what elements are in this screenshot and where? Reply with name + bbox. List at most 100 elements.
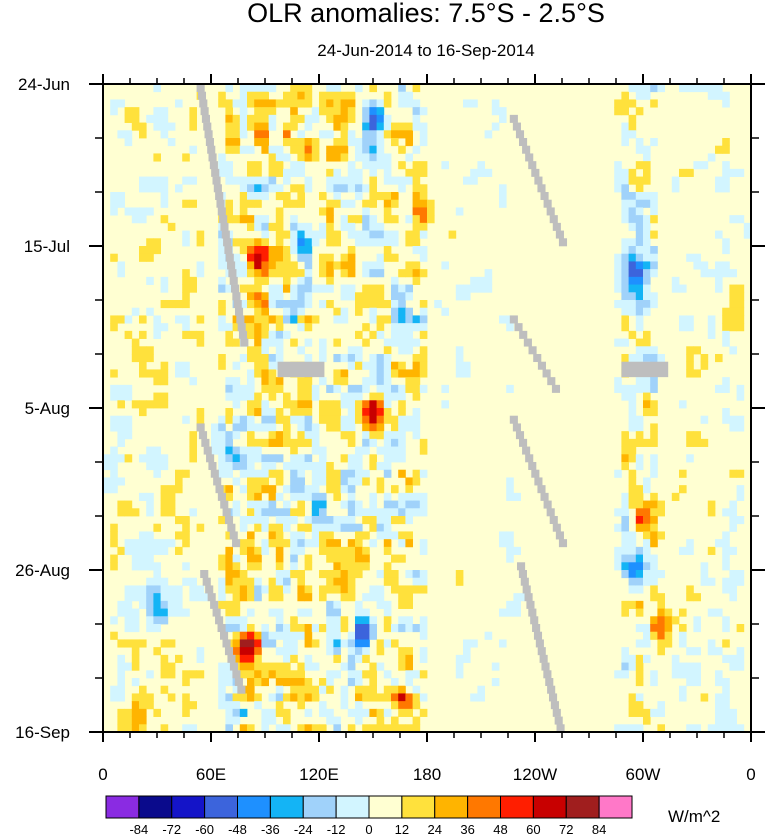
heatmap-cell <box>160 462 169 471</box>
heatmap-cell <box>729 724 737 733</box>
heatmap-cell <box>455 361 464 370</box>
heatmap-cell <box>347 107 356 116</box>
heatmap-cell <box>326 176 334 185</box>
heatmap-cell <box>398 431 406 440</box>
heatmap-cell <box>333 176 341 185</box>
heatmap-cell <box>671 284 680 293</box>
heatmap-cell <box>347 253 356 262</box>
heatmap-cell <box>218 585 226 594</box>
heatmap-cell <box>376 114 385 123</box>
heatmap-cell <box>268 168 277 177</box>
heatmap-cell <box>376 415 385 424</box>
heatmap-cell <box>369 392 377 401</box>
heatmap-cell <box>362 446 370 455</box>
heatmap-cell <box>419 708 428 717</box>
heatmap-cell <box>326 91 334 100</box>
heatmap-cell <box>153 708 161 717</box>
heatmap-cell <box>333 199 341 208</box>
heatmap-cell <box>182 693 190 702</box>
heatmap-cell <box>376 284 385 293</box>
heatmap-cell <box>275 192 284 201</box>
heatmap-cell <box>391 500 399 509</box>
heatmap-cell <box>355 562 363 571</box>
heatmap-cell <box>419 269 428 278</box>
heatmap-cell <box>261 485 269 494</box>
heatmap-cell <box>247 724 255 733</box>
heatmap-cell <box>290 539 298 548</box>
heatmap-cell <box>146 562 154 571</box>
heatmap-cell <box>398 600 406 609</box>
heatmap-cell <box>369 222 377 231</box>
missing-data-cell <box>533 631 543 640</box>
heatmap-cell <box>146 253 154 262</box>
missing-data-cell <box>203 446 212 455</box>
heatmap-cell <box>283 199 291 208</box>
heatmap-cell <box>304 654 313 663</box>
y-tick-label: 26-Aug <box>15 561 70 580</box>
heatmap-cell <box>391 693 399 702</box>
heatmap-cell <box>369 361 377 370</box>
heatmap-cell <box>211 446 219 455</box>
heatmap-cell <box>679 84 687 93</box>
heatmap-cell <box>650 531 658 540</box>
heatmap-cell <box>412 176 421 185</box>
heatmap-cell <box>355 469 363 478</box>
heatmap-cell <box>275 631 284 640</box>
heatmap-cell <box>391 585 399 594</box>
heatmap-cell <box>268 246 277 255</box>
heatmap-cell <box>643 269 651 278</box>
heatmap-cell <box>254 354 262 363</box>
heatmap-cell <box>715 284 723 293</box>
heatmap-cell <box>247 508 255 517</box>
heatmap-cell <box>347 423 356 432</box>
missing-data-cell <box>220 631 229 640</box>
heatmap-cell <box>657 631 665 640</box>
heatmap-cell <box>383 377 392 386</box>
heatmap-cell <box>218 153 226 162</box>
heatmap-cell <box>196 523 205 532</box>
heatmap-cell <box>319 678 327 687</box>
heatmap-cell <box>340 199 349 208</box>
heatmap-cell <box>686 323 694 332</box>
heatmap-cell <box>326 107 334 116</box>
heatmap-cell <box>146 176 154 185</box>
heatmap-cell <box>621 384 629 393</box>
heatmap-cell <box>247 238 255 247</box>
heatmap-cell <box>326 616 334 625</box>
heatmap-cell <box>643 292 651 301</box>
heatmap-cell <box>290 246 298 255</box>
heatmap-cell <box>643 168 651 177</box>
heatmap-cell <box>189 577 197 586</box>
heatmap-cell <box>679 469 687 478</box>
heatmap-cell <box>196 654 205 663</box>
heatmap-cell <box>355 508 363 517</box>
heatmap-cell <box>635 307 644 316</box>
heatmap-cell <box>304 724 313 733</box>
heatmap-cell <box>153 546 161 555</box>
missing-data-cell <box>225 253 234 262</box>
heatmap-cell <box>376 138 385 147</box>
heatmap-cell <box>290 107 298 116</box>
heatmap-cell <box>340 701 349 710</box>
heatmap-cell <box>117 608 125 617</box>
heatmap-cell <box>405 415 413 424</box>
heatmap-cell <box>398 400 406 409</box>
heatmap-cell <box>369 315 377 324</box>
colorbar-label: -12 <box>327 822 346 834</box>
heatmap-cell <box>347 500 356 509</box>
heatmap-cell <box>326 300 334 309</box>
heatmap-cell <box>722 415 730 424</box>
heatmap-cell <box>239 585 248 594</box>
heatmap-cell <box>225 585 233 594</box>
heatmap-cell <box>167 485 176 494</box>
heatmap-cell <box>254 454 262 463</box>
heatmap-cell <box>650 539 658 548</box>
heatmap-cell <box>635 300 644 309</box>
heatmap-cell <box>686 438 694 447</box>
heatmap-cell <box>643 377 651 386</box>
heatmap-cell <box>679 624 687 633</box>
missing-data-cell <box>547 685 556 694</box>
heatmap-cell <box>383 546 392 555</box>
heatmap-cell <box>643 639 651 648</box>
missing-data-cell <box>197 91 207 100</box>
